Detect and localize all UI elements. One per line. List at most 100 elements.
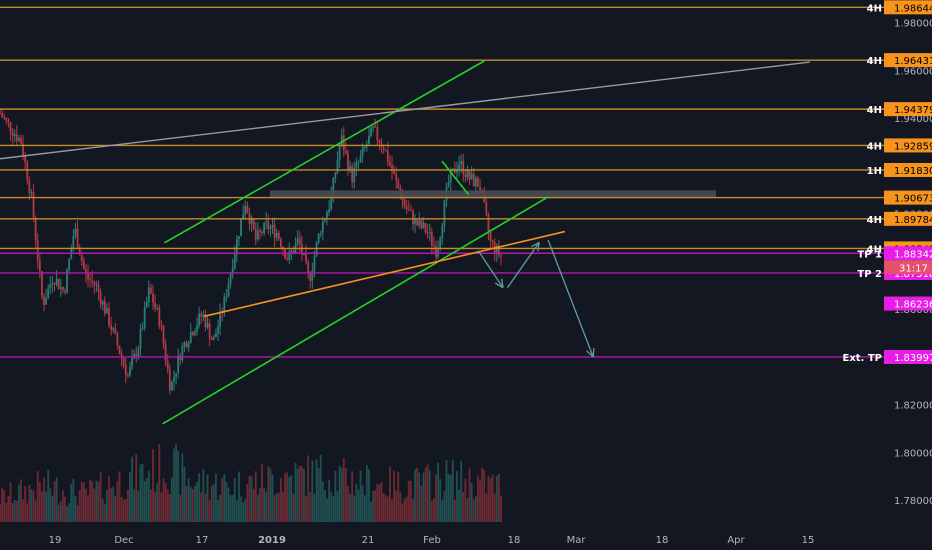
volume-bar [313,493,316,522]
volume-bar [198,473,201,522]
candle-body [156,307,159,309]
volume-bar [428,470,431,522]
volume-bar [317,468,320,522]
price-label-bg [884,190,932,205]
volume-bar [412,498,414,522]
green-trendline[interactable] [441,160,470,196]
countdown-label: 31:17 [899,263,928,274]
volume-bar [24,486,27,522]
volume-bar [59,500,62,522]
projection-arrows[interactable] [477,239,595,358]
candle-body [261,231,263,234]
volume-bar [175,444,177,522]
candle-body [462,161,465,175]
candle-body [217,326,219,334]
grey-trendline[interactable] [0,61,810,160]
candle-body [307,261,310,273]
candle-body [347,152,349,171]
candle-body [114,328,117,334]
volume-bar [500,495,502,522]
volume-bar [139,464,142,522]
candle-body [378,139,381,144]
candle-body [319,233,322,235]
volume-bar [493,493,496,522]
volume-bar [3,489,6,522]
projection-arrow[interactable] [477,250,504,289]
candle-body [152,293,154,303]
volume-bar [124,499,127,522]
candle-body [344,150,347,153]
candle-body [500,255,502,257]
candle-body [78,247,81,256]
time-axis[interactable]: 19 Dec 17 2019 21 Feb 18 Mar 18 Apr 15 [0,530,932,550]
price-tick-label: 1.78000 [894,496,932,507]
volume-bar [259,487,261,522]
volume-bar [347,486,349,522]
candle-body [277,232,280,239]
projection-arrow[interactable] [547,239,594,358]
candle-body [418,220,421,226]
volume-bar [386,496,389,522]
volume-bar [388,466,391,522]
volume-bar [296,468,299,522]
projection-arrow[interactable] [506,241,540,289]
volume-bar [246,483,249,522]
candle-body [145,302,148,308]
candle-body [87,274,89,279]
volume-bar [353,495,356,522]
orange-trendline[interactable] [204,230,566,318]
price-label: 1.89784 [894,215,932,226]
volume-bar [479,480,481,522]
candle-body [407,209,410,211]
volume-bar [28,485,31,522]
trendlines[interactable] [0,60,810,425]
volume-bar [97,481,100,522]
price-label-bg [884,246,932,261]
volume-bar [116,481,119,522]
volume-bar [286,472,289,522]
volume-bar [328,480,331,522]
price-tick-label: 1.96000 [894,66,932,77]
level-lines [0,6,884,358]
volume-bar [137,491,140,522]
volume-bar [443,491,446,522]
candles [0,108,502,395]
volume-bar [433,498,435,522]
volume-bar [170,477,173,522]
candle-body [124,365,127,376]
timeframe-label: 4H [867,244,882,255]
volume-bar [82,482,85,522]
volume-bar [204,493,207,522]
volume-bar [409,480,412,522]
candle-body [342,135,345,151]
volume-bar [212,484,215,522]
candle-body [388,161,391,166]
green-trendline[interactable] [164,60,485,244]
volume-bar [307,455,310,522]
candle-body [491,240,494,243]
candle-body [28,180,31,194]
time-tick-label: Apr [727,535,745,546]
volume-bar [66,506,68,522]
candle-body [15,134,18,141]
candle-body [485,202,488,215]
candle-body [131,358,133,367]
candle-body [359,155,362,162]
candle-body [357,161,360,163]
candle-body [122,358,125,366]
candle-body [135,353,138,357]
volume-bar [194,485,196,522]
volume-bar [210,485,213,522]
price-label: 1.98644 [894,3,932,14]
arrow-head [501,278,504,288]
volume-bar [191,488,194,522]
volume-bar [315,459,318,522]
volume-bar [17,484,20,522]
volume-bar [55,477,58,522]
volume-bar [464,478,467,522]
green-trendline[interactable] [162,196,549,425]
candle-body [271,224,274,228]
candle-body [212,337,215,341]
candle-body [233,254,236,268]
